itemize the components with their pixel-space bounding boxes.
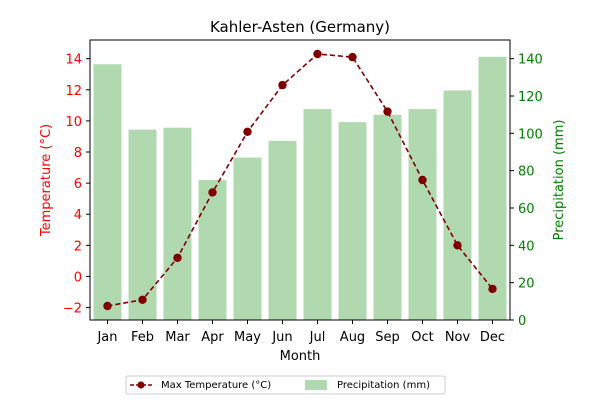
x-axis-ticks: Jan Feb Mar Apr May Jun Jul Aug Sep Oct Nov Dec: [96, 320, 505, 345]
precipitation-bar-sep: [373, 114, 402, 321]
left-tick-label: 14: [65, 53, 82, 68]
right-tick-label: 40: [518, 239, 535, 254]
right-tick-label: 20: [518, 277, 535, 292]
x-tick-label: Nov: [445, 330, 471, 345]
temperature-point-aug: [348, 52, 357, 62]
left-tick-label: 6: [74, 177, 82, 192]
precipitation-bar-feb: [128, 129, 157, 320]
x-tick-label: Jun: [271, 330, 292, 345]
right-tick-label: 0: [518, 314, 526, 329]
precipitation-bars: [93, 56, 507, 321]
legend-bar-swatch: [305, 380, 327, 390]
left-tick-label: 10: [65, 115, 82, 130]
x-tick-label: Sep: [375, 330, 400, 345]
precipitation-bar-aug: [338, 122, 367, 320]
x-tick-label: Aug: [340, 330, 365, 345]
right-axis-label: Precipitation (mm): [552, 120, 567, 241]
temperature-point-may: [243, 127, 252, 136]
legend-line-marker: [137, 381, 145, 389]
left-axis-label: Temperature (°C): [39, 124, 54, 237]
precipitation-bar-nov: [443, 90, 472, 321]
right-tick-label: 140: [518, 53, 543, 68]
x-tick-label: May: [234, 330, 261, 345]
left-tick-label: 0: [74, 270, 82, 285]
x-tick-label: Apr: [201, 330, 224, 345]
right-tick-label: 120: [518, 90, 543, 105]
temperature-line: [103, 49, 497, 311]
right-axis-ticks: 0 20 40 60 80 100 120 140: [510, 53, 543, 329]
left-tick-label: 4: [74, 208, 82, 223]
x-tick-label: Dec: [480, 330, 505, 345]
chart-title: Kahler-Asten (Germany): [210, 18, 390, 36]
precipitation-bar-jan: [93, 64, 122, 321]
precipitation-bar-oct: [408, 109, 437, 320]
precipitation-bar-jul: [303, 109, 332, 320]
temperature-point-dec: [488, 284, 497, 294]
left-tick-label: 8: [74, 146, 82, 161]
plot-frame: [89, 39, 511, 321]
precipitation-bar-apr: [198, 180, 227, 320]
temperature-series-line: [107, 53, 494, 307]
x-tick-label: Feb: [131, 330, 154, 345]
temperature-point-jul: [313, 49, 322, 59]
x-tick-label: Oct: [411, 330, 433, 345]
x-tick-label: Mar: [165, 330, 190, 345]
x-axis-label: Month: [280, 349, 321, 364]
precipitation-bar-dec: [478, 56, 507, 321]
temperature-point-mar: [173, 253, 182, 262]
temperature-point-jan: [103, 301, 112, 311]
precipitation-bar-may: [233, 157, 262, 320]
legend: Max Temperature (°C) Precipitation (mm): [125, 375, 446, 395]
temperature-point-oct: [418, 175, 427, 185]
left-axis-ticks: −2 0 2 4 6 8 10 12 14: [63, 53, 90, 317]
temperature-point-nov: [453, 241, 462, 250]
x-tick-label: Jul: [309, 330, 326, 345]
precipitation-bar-mar: [163, 127, 192, 320]
left-tick-label: 2: [74, 239, 82, 254]
right-tick-label: 60: [518, 202, 535, 217]
temperature-point-apr: [208, 188, 217, 197]
left-tick-label: 12: [65, 84, 82, 99]
legend-label-precipitation: Precipitation (mm): [337, 380, 430, 391]
legend-box: [125, 375, 446, 395]
temperature-point-feb: [138, 295, 147, 304]
temperature-point-jun: [278, 80, 287, 90]
legend-label-temperature: Max Temperature (°C): [161, 380, 271, 391]
precipitation-bar-jun: [268, 140, 297, 320]
x-tick-label: Jan: [96, 330, 117, 345]
left-tick-label: −2: [63, 302, 82, 317]
temperature-point-sep: [383, 107, 392, 116]
right-tick-label: 80: [518, 165, 535, 180]
right-tick-label: 100: [518, 127, 543, 142]
